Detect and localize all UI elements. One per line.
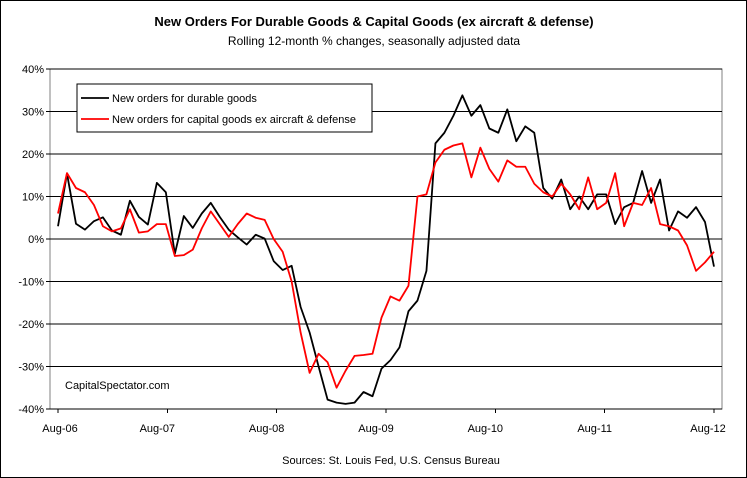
chart-subtitle: Rolling 12-month % changes, seasonally a… bbox=[228, 34, 521, 48]
legend: New orders for durable goods New orders … bbox=[76, 83, 373, 133]
x-tick-label: Aug-12 bbox=[690, 423, 725, 435]
y-tick-label: 10% bbox=[22, 192, 44, 204]
x-tick-label: Aug-06 bbox=[42, 423, 77, 435]
x-tick-label: Aug-09 bbox=[358, 423, 393, 435]
series-line-capital-goods bbox=[57, 142, 715, 389]
legend-label-capital: New orders for capital goods ex aircraft… bbox=[112, 114, 356, 126]
series-layer bbox=[57, 94, 715, 405]
x-tick-label: Aug-11 bbox=[577, 423, 612, 435]
legend-label-durable: New orders for durable goods bbox=[112, 93, 257, 105]
gridlines bbox=[46, 68, 722, 410]
y-tick-label: -10% bbox=[18, 277, 44, 289]
y-tick-label: 20% bbox=[22, 149, 44, 161]
x-tick-label: Aug-07 bbox=[140, 423, 175, 435]
x-tick-label: Aug-08 bbox=[249, 423, 284, 435]
y-tick-label: -40% bbox=[18, 404, 44, 416]
y-tick-label: -20% bbox=[18, 319, 44, 331]
chart-title: New Orders For Durable Goods & Capital G… bbox=[154, 14, 593, 29]
x-axis-labels: Aug-06 Aug-07 Aug-08 Aug-09 Aug-10 Aug-11 Aug-… bbox=[42, 409, 726, 435]
series-line-durable-goods bbox=[57, 94, 715, 405]
legend-box bbox=[76, 83, 373, 133]
y-axis-labels: 40% 30% 20% 10% 0% -10% -20% -30% -40% bbox=[18, 64, 44, 416]
y-tick-label: 0% bbox=[28, 234, 44, 246]
y-tick-label: -30% bbox=[18, 362, 44, 374]
y-tick-label: 30% bbox=[22, 107, 44, 119]
watermark: CapitalSpectator.com bbox=[65, 380, 170, 392]
x-tick-label: Aug-10 bbox=[468, 423, 503, 435]
y-tick-label: 40% bbox=[22, 64, 44, 76]
source-note: Sources: St. Louis Fed, U.S. Census Bure… bbox=[282, 455, 500, 467]
